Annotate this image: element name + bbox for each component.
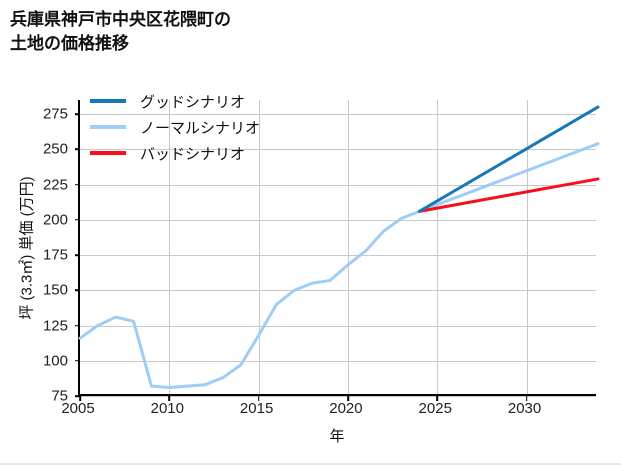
y-tick-label: 200 xyxy=(42,211,68,229)
y-tick-mark xyxy=(75,148,80,151)
series-lines xyxy=(78,105,600,390)
y-tick-mark xyxy=(75,289,80,292)
y-tick-label: 275 xyxy=(42,105,68,123)
x-tick-mark xyxy=(525,396,528,401)
chart-legend: グッドシナリオ ノーマルシナリオ バッドシナリオ xyxy=(90,88,260,166)
x-tick-label: 2025 xyxy=(418,400,452,417)
y-tick-label: 250 xyxy=(42,140,68,158)
x-tick-mark xyxy=(347,396,349,401)
y-tick-label: 225 xyxy=(42,176,68,194)
x-tick-label: 2020 xyxy=(329,400,363,417)
x-tick-mark xyxy=(168,396,171,401)
x-tick-mark xyxy=(436,396,439,401)
y-tick-label: 150 xyxy=(42,281,68,299)
y-tick-mark xyxy=(75,324,80,327)
x-axis-label: 年 xyxy=(329,428,345,445)
y-tick-mark xyxy=(75,395,80,397)
y-tick-mark xyxy=(75,219,80,221)
y-tick-mark xyxy=(75,359,80,362)
legend-label-normal: ノーマルシナリオ xyxy=(140,119,261,137)
y-tick-label: 75 xyxy=(51,387,68,405)
x-tick-label: 2015 xyxy=(239,400,274,417)
x-tick-mark xyxy=(79,396,81,401)
x-tick-mark xyxy=(257,396,260,401)
y-tick-mark xyxy=(75,183,80,186)
legend-item-normal: ノーマルシナリオ xyxy=(90,114,260,140)
x-tick-label: 2010 xyxy=(150,400,184,417)
legend-label-bad: バッドシナリオ xyxy=(140,145,246,163)
series-line-good xyxy=(417,105,600,213)
page-title: 兵庫県神戸市中央区花隈町の 土地の価格推移 xyxy=(10,10,231,54)
y-tick-mark xyxy=(75,113,80,115)
y-tick-label: 175 xyxy=(42,246,68,264)
y-tick-label: 125 xyxy=(42,317,68,335)
series-line-normal xyxy=(78,142,600,390)
legend-item-good: グッドシナリオ xyxy=(90,88,260,114)
gridline-h xyxy=(80,396,596,397)
legend-item-bad: バッドシナリオ xyxy=(90,140,260,166)
y-tick-label: 100 xyxy=(42,352,68,370)
legend-label-good: グッドシナリオ xyxy=(140,93,246,111)
legend-swatch-normal xyxy=(90,125,126,129)
legend-swatch-good xyxy=(90,99,126,103)
y-tick-mark xyxy=(75,254,80,256)
x-tick-label: 2030 xyxy=(507,400,542,417)
x-tick-label: 2005 xyxy=(61,400,95,417)
series-line-bad xyxy=(417,177,600,213)
legend-swatch-bad xyxy=(90,151,126,155)
